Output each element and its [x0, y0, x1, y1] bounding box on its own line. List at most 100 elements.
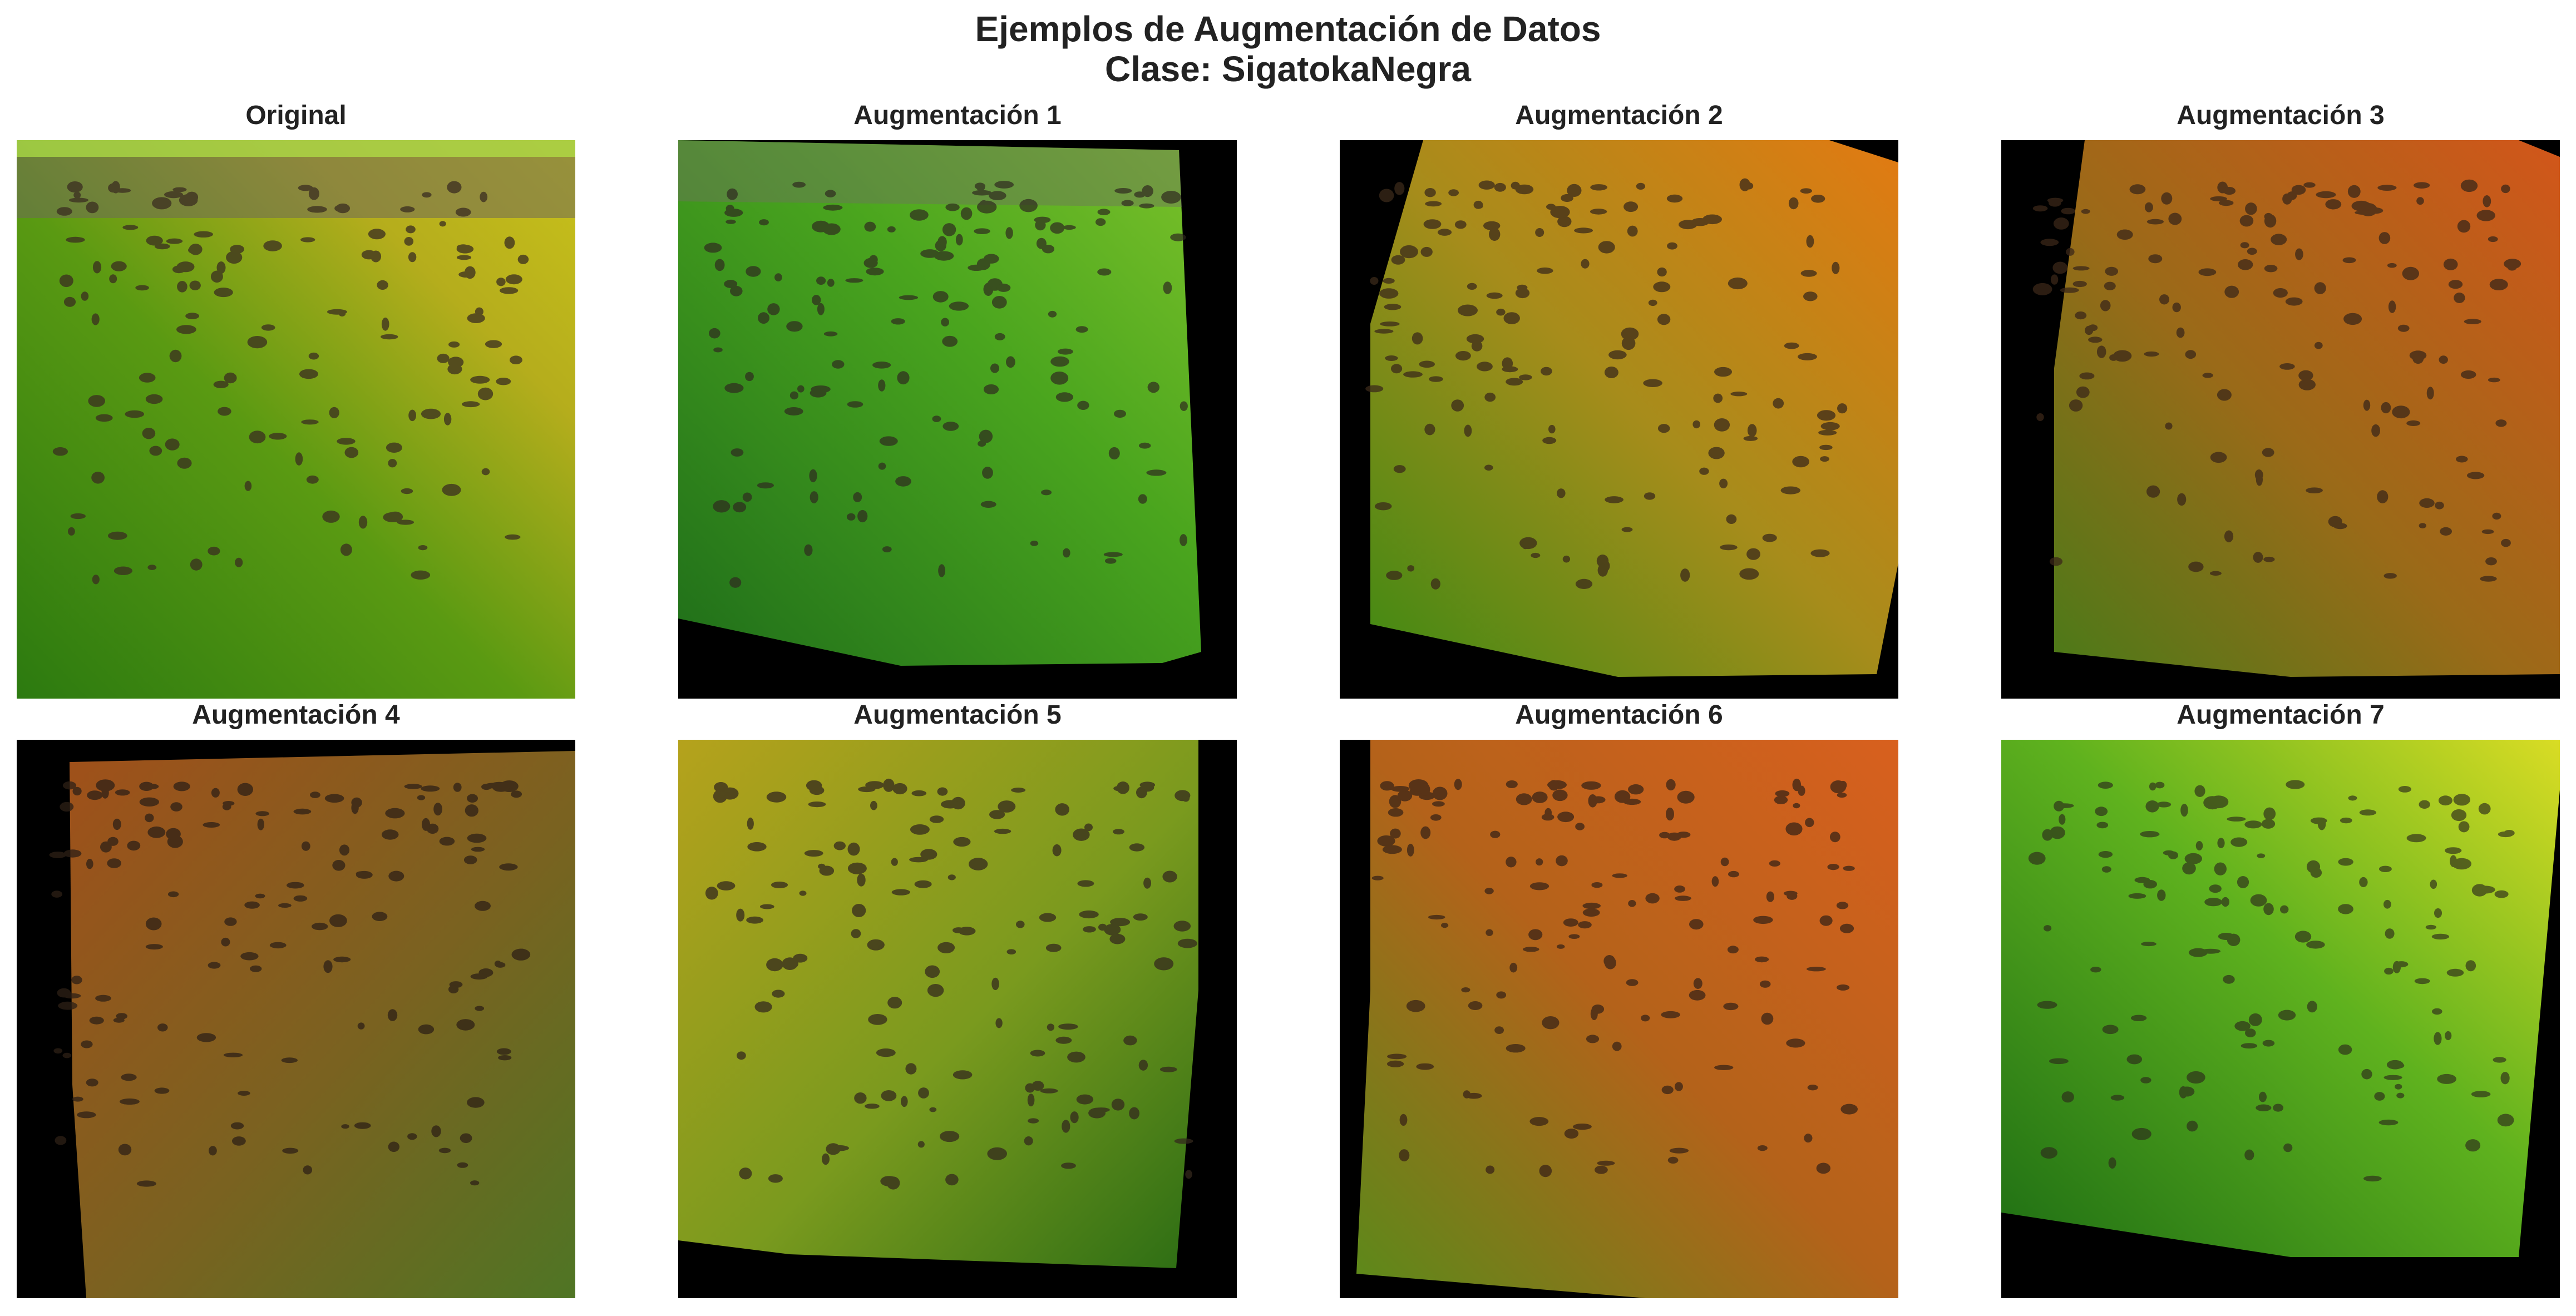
- leaf-spot: [517, 254, 529, 264]
- leaf-spot: [920, 849, 937, 860]
- leaf-spot: [713, 500, 731, 513]
- leaf-spot: [494, 961, 502, 967]
- leaf-spot: [422, 192, 432, 198]
- leaf-spot: [2101, 866, 2111, 873]
- leaf-spot: [747, 842, 767, 852]
- leaf-spot: [2395, 1084, 2402, 1090]
- leaf-spot: [1720, 857, 1729, 867]
- leaf-spot: [1048, 310, 1057, 318]
- leaf-spot: [2126, 1054, 2143, 1065]
- leaf-spot: [1399, 1114, 1408, 1126]
- leaf-spot: [388, 459, 397, 468]
- leaf-spot: [2476, 210, 2495, 221]
- leaf-spot: [2466, 472, 2485, 479]
- leaf-spot: [157, 1023, 168, 1032]
- leaf-spot: [400, 206, 415, 212]
- leaf-spot: [2416, 197, 2424, 205]
- leaf-spot: [1590, 184, 1607, 191]
- leaf-spot: [2493, 1057, 2506, 1063]
- leaf-spot: [953, 837, 971, 847]
- leaf-spot: [2204, 898, 2223, 907]
- leaf-image-aug-1: [678, 140, 1237, 699]
- leaf-spot: [66, 236, 85, 243]
- leaf-spot: [1494, 182, 1506, 192]
- leaf-spot: [63, 849, 82, 858]
- leaf-spot: [2088, 324, 2098, 332]
- leaf-spot: [2223, 187, 2236, 195]
- leaf-spot: [1661, 1011, 1680, 1018]
- leaf-spot: [1420, 826, 1431, 839]
- leaf-spot: [2049, 1058, 2069, 1065]
- leaf-spot: [809, 469, 817, 483]
- leaf-spot: [2378, 1119, 2399, 1126]
- leaf-spot: [2238, 259, 2253, 270]
- leaf-spot: [1817, 410, 1836, 421]
- leaf-spot: [717, 881, 736, 890]
- leaf-spot: [2286, 780, 2305, 789]
- leaf-spot: [2223, 974, 2235, 984]
- leaf-spot: [383, 512, 403, 522]
- leaf-spot: [471, 847, 485, 852]
- leaf-spot: [1766, 891, 1774, 902]
- leaf-spot: [2177, 493, 2187, 506]
- leaf-spot: [467, 833, 487, 843]
- leaf-spot: [1147, 382, 1159, 393]
- leaf-spot: [766, 958, 783, 972]
- leaf-spot: [1390, 828, 1401, 839]
- leaf-spot: [2488, 377, 2500, 383]
- leaf-spot: [1598, 241, 1615, 254]
- leaf-spot: [911, 790, 927, 796]
- leaf-spot: [224, 917, 237, 926]
- leaf-spot: [269, 433, 287, 440]
- leaf-spot: [2383, 573, 2397, 579]
- leaf-spot: [929, 1107, 937, 1112]
- leaf-spot: [2256, 1104, 2272, 1111]
- leaf-spot: [2451, 809, 2467, 822]
- leaf-spot: [189, 244, 203, 255]
- leaf-spot: [1403, 371, 1423, 378]
- leaf-spot: [81, 1040, 93, 1048]
- leaf-spot: [953, 927, 965, 933]
- leaf-spot: [1079, 910, 1099, 919]
- leaf-spot: [1430, 578, 1440, 590]
- leaf-spot: [1528, 929, 1543, 941]
- leaf-spot: [72, 1096, 83, 1102]
- leaf-spot: [1711, 876, 1719, 887]
- leaf-spot: [829, 1145, 849, 1151]
- leaf-spot: [88, 395, 105, 407]
- leaf-spot: [2209, 884, 2222, 893]
- leaf-spot: [341, 1124, 349, 1129]
- leaf-spot: [827, 279, 835, 287]
- leaf-spot: [86, 859, 93, 869]
- leaf-spot: [333, 956, 351, 963]
- leaf-spot: [1759, 980, 1771, 988]
- leaf-spot: [1819, 915, 1833, 926]
- leaf-spot: [1621, 327, 1639, 341]
- leaf-spot: [941, 800, 960, 809]
- leaf-spot: [729, 577, 742, 588]
- leaf-spot: [1562, 555, 1571, 563]
- leaf-spot: [2481, 529, 2494, 535]
- leaf-spot: [2498, 831, 2514, 838]
- leaf-spot: [713, 789, 727, 803]
- leaf-spot: [477, 387, 494, 400]
- leaf-spot: [240, 952, 259, 961]
- leaf-spot: [1667, 832, 1681, 841]
- leaf-spot: [2050, 274, 2059, 285]
- leaf-spot: [1811, 195, 1825, 203]
- leaf-spot: [1420, 246, 1433, 257]
- leaf-spot: [895, 476, 911, 487]
- leaf-spot: [2104, 281, 2116, 290]
- leaf-spot: [1121, 200, 1134, 206]
- leaf-spot: [2146, 485, 2160, 498]
- leaf-spot: [1468, 1001, 1483, 1010]
- leaf-spot: [1548, 424, 1556, 434]
- leaf-spot: [1019, 199, 1038, 212]
- leaf-spot: [767, 303, 780, 315]
- leaf-spot: [2465, 960, 2476, 972]
- leaf-spot: [467, 313, 485, 323]
- leaf-spot: [2378, 865, 2392, 872]
- leaf-spot: [1657, 314, 1671, 325]
- leaf-spot: [509, 355, 522, 364]
- leaf-spot: [2096, 822, 2109, 829]
